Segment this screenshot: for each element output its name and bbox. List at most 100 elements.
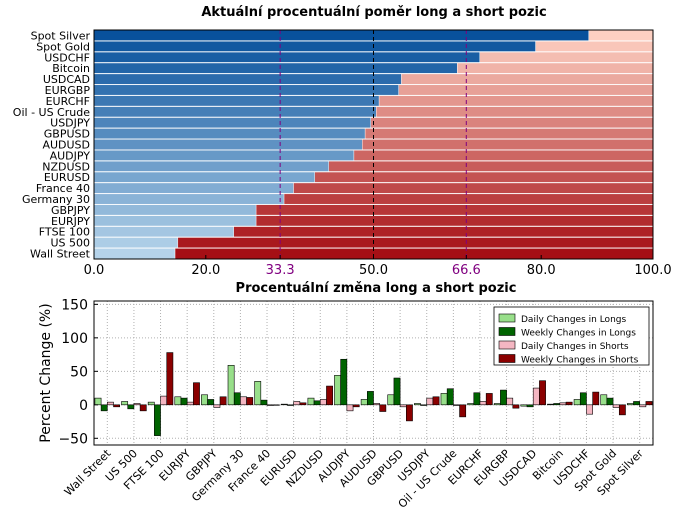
- bar-0: [414, 403, 421, 406]
- bar-3: [139, 404, 147, 412]
- short-bar: [255, 215, 654, 227]
- legend-label: Daily Changes in Longs: [521, 315, 626, 325]
- long-bar: [93, 215, 257, 227]
- bar-1: [154, 404, 161, 436]
- bar-0: [147, 401, 155, 406]
- bottom-chart-ylabel: Percent Change (%): [38, 303, 54, 442]
- category-label: EURJPY: [51, 215, 90, 228]
- category-label: AUDUSD: [42, 139, 90, 152]
- bar-2: [559, 402, 567, 406]
- x-tick-label: 0.0: [84, 263, 105, 278]
- category-label: NZDUSD: [42, 160, 90, 173]
- short-bar: [328, 160, 654, 172]
- legend-label: Daily Changes in Shorts: [521, 342, 629, 352]
- category-label: Spot Gold: [36, 40, 90, 53]
- long-bar: [93, 226, 234, 238]
- bar-1: [579, 392, 587, 406]
- long-bar: [93, 182, 294, 194]
- bar-3: [193, 382, 200, 406]
- bar-0: [626, 403, 634, 406]
- bar-3: [272, 404, 280, 406]
- bar-2: [319, 399, 327, 406]
- category-label: Oil - US Crude: [13, 106, 90, 119]
- category-label: Wall Street: [30, 248, 91, 261]
- legend-swatch: [498, 354, 516, 363]
- bar-2: [479, 401, 487, 406]
- short-bar: [177, 237, 654, 248]
- bar-3: [565, 401, 573, 406]
- legend-swatch: [498, 340, 516, 350]
- x-tick-label: 80.0: [527, 263, 556, 278]
- bar-0: [493, 403, 501, 406]
- short-bar: [255, 204, 654, 216]
- bar-3: [432, 396, 440, 406]
- category-label: GBPUSD: [44, 128, 90, 141]
- long-bar: [93, 160, 329, 172]
- bar-0: [254, 381, 262, 406]
- bar-1: [207, 399, 215, 406]
- long-bar: [93, 248, 176, 259]
- bar-1: [100, 404, 108, 412]
- y-tick-label: 150: [61, 297, 88, 313]
- category-label: Spot Silver: [31, 29, 91, 42]
- bar-0: [307, 397, 315, 406]
- long-bar: [93, 171, 316, 183]
- bottom-chart-frame: [93, 300, 654, 446]
- x-tick-label: 50.0: [359, 263, 388, 278]
- bar-3: [113, 404, 121, 408]
- top-chart-frame: [93, 29, 654, 260]
- category-label: EURUSD: [44, 171, 90, 184]
- category-label: GBPJPY: [51, 204, 90, 217]
- short-bar: [376, 106, 654, 118]
- bar-2: [506, 397, 514, 406]
- bar-3: [539, 380, 546, 406]
- bar-2: [453, 404, 460, 406]
- short-bar: [398, 84, 654, 96]
- x-tick-label: 66.6: [452, 263, 481, 278]
- long-bar: [93, 117, 371, 129]
- legend-label: Weekly Changes in Shorts: [521, 356, 639, 366]
- bar-2: [612, 404, 620, 408]
- legend-box: [493, 306, 650, 366]
- legend-label: Weekly Changes in Longs: [521, 329, 636, 339]
- bar-0: [174, 396, 182, 406]
- bar-0: [440, 393, 448, 406]
- bar-1: [340, 358, 348, 406]
- bar-0: [227, 364, 235, 406]
- bar-3: [406, 404, 413, 422]
- bar-3: [166, 352, 174, 406]
- category-label: USDCHF: [44, 51, 90, 64]
- y-tick-label: 50: [70, 364, 88, 380]
- bar-1: [500, 389, 507, 406]
- bar-2: [399, 404, 407, 408]
- bar-3: [246, 397, 254, 406]
- short-bar: [314, 171, 654, 183]
- bar-3: [485, 393, 493, 406]
- bar-0: [547, 403, 554, 406]
- long-bar: [93, 106, 377, 118]
- bar-2: [160, 395, 168, 406]
- bar-1: [313, 400, 321, 406]
- long-bar: [93, 41, 536, 52]
- bottom-chart-title: Procentuální změna long a short pozic: [236, 281, 517, 296]
- bar-1: [287, 404, 294, 406]
- bar-2: [186, 401, 194, 406]
- short-bar: [233, 226, 654, 238]
- bar-0: [573, 399, 581, 406]
- y-tick-label: 0: [79, 398, 88, 414]
- bar-2: [426, 397, 434, 406]
- bar-2: [639, 404, 647, 408]
- long-bar: [93, 30, 589, 41]
- bar-3: [618, 404, 626, 416]
- short-bar: [364, 128, 654, 139]
- bar-3: [219, 396, 227, 406]
- bar-0: [280, 403, 288, 406]
- bar-1: [260, 399, 268, 406]
- short-bar: [174, 248, 654, 259]
- bar-1: [180, 397, 188, 406]
- bar-3: [592, 391, 600, 406]
- bar-1: [420, 404, 428, 406]
- long-bar: [93, 139, 363, 150]
- bar-3: [299, 402, 307, 406]
